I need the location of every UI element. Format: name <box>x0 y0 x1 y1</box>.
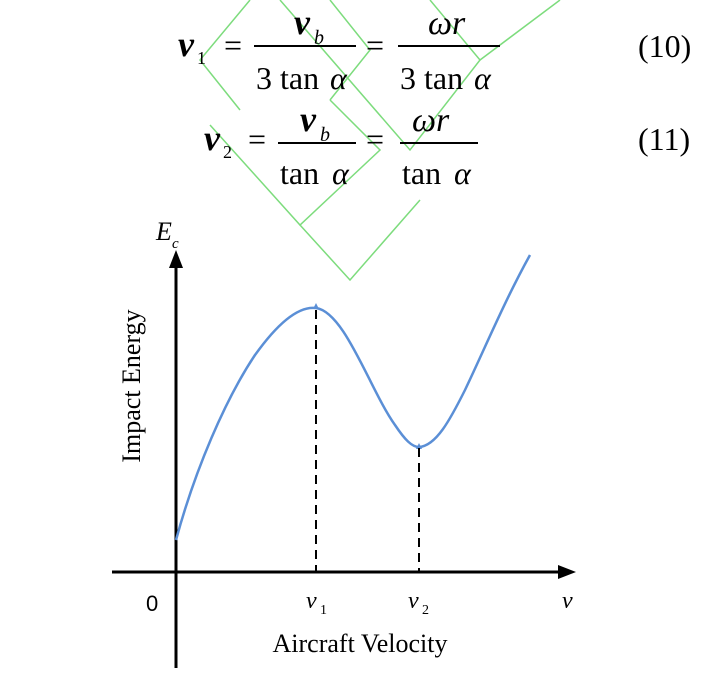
eq10-frac2-num: ωr <box>428 5 466 42</box>
watermark-line-4 <box>329 0 371 101</box>
x-axis-label: Aircraft Velocity <box>273 629 448 658</box>
equation-11: v 2 = v b tan α = ωr tan α (11) <box>204 99 690 191</box>
eq10-equals-1: = <box>224 27 242 63</box>
impact-energy-figure: E c Impact Energy 0 v 1 v 2 v Aircraft V… <box>112 217 576 668</box>
v1-peak-marker <box>313 303 319 309</box>
eq11-equals-2: = <box>366 121 384 157</box>
eq11-frac2-den: tan <box>402 155 441 191</box>
eq11-number: (11) <box>638 121 690 157</box>
eq10-frac1-num-sub: b <box>314 27 324 49</box>
v2-valley-marker <box>416 443 422 449</box>
eq11-lhs: v <box>204 118 221 158</box>
eq10-lhs: v <box>178 24 195 64</box>
eq11-frac1-num: v <box>300 99 317 139</box>
tick-v2-sub: 2 <box>422 603 429 618</box>
x-axis-arrowhead <box>558 565 576 579</box>
eq11-equals-1: = <box>248 121 266 157</box>
eq10-frac2-den-greek: α <box>474 60 492 96</box>
eq11-lhs-sub: 2 <box>223 142 232 162</box>
watermark-line-1 <box>199 0 251 111</box>
eq10-frac1-num: v <box>294 2 311 42</box>
eq10-frac2-den: 3 tan <box>400 60 463 96</box>
watermark-diamonds <box>199 0 561 282</box>
equation-10: v 1 = v b 3 tan α = ωr 3 tan α (10) <box>178 2 691 96</box>
y-axis-symbol-sub: c <box>172 236 179 252</box>
x-axis-symbol: v <box>562 588 573 614</box>
eq11-frac2-num: ωr <box>412 102 450 139</box>
eq11-frac1-num-sub: b <box>320 124 330 146</box>
eq11-frac1-den-greek: α <box>332 155 350 191</box>
eq10-number: (10) <box>638 28 691 64</box>
eq10-lhs-sub: 1 <box>197 48 206 68</box>
watermark-line-6 <box>299 199 421 282</box>
y-axis-arrowhead <box>169 250 183 268</box>
tick-v1: v <box>306 588 317 614</box>
impact-energy-curve <box>174 254 532 541</box>
watermark-line-2 <box>279 0 481 152</box>
tick-v1-sub: 1 <box>320 603 327 618</box>
origin-label: 0 <box>146 591 158 616</box>
watermark-line-5 <box>479 0 561 61</box>
y-axis-symbol: E <box>155 217 172 246</box>
eq11-frac2-den-greek: α <box>454 155 472 191</box>
tick-v2: v <box>408 588 419 614</box>
eq10-equals-2: = <box>366 27 384 63</box>
eq10-frac1-den-greek: α <box>330 60 348 96</box>
y-axis-label: Impact Energy <box>117 309 146 462</box>
eq11-frac1-den: tan <box>280 155 319 191</box>
eq10-frac1-den: 3 tan <box>256 60 319 96</box>
